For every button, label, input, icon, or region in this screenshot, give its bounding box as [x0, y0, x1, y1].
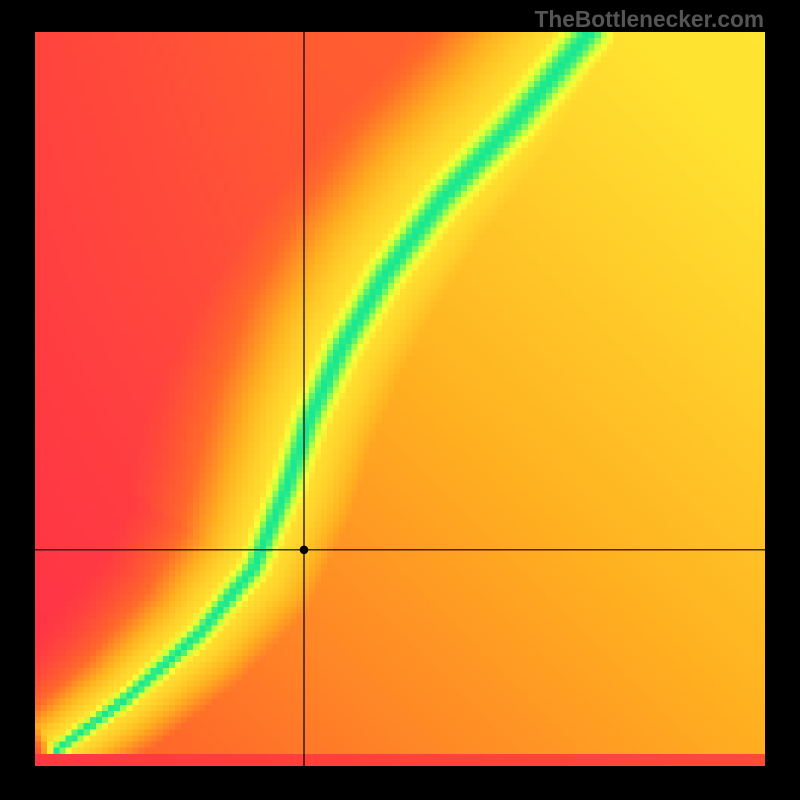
- chart-container: TheBottlenecker.com: [0, 0, 800, 800]
- bottleneck-heatmap: [35, 32, 765, 766]
- watermark-text: TheBottlenecker.com: [535, 6, 764, 33]
